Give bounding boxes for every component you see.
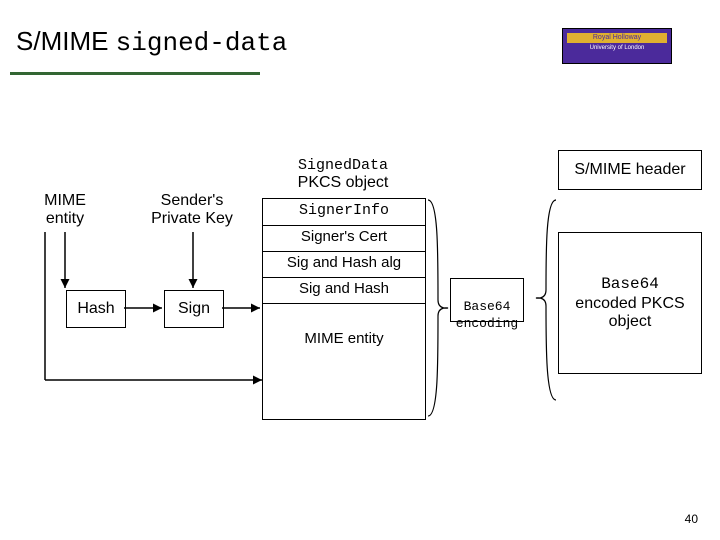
- base64-line1: Base64 encoding: [456, 299, 518, 331]
- sender-key-label: Sender's Private Key: [137, 192, 247, 229]
- slide-title: S/MIME signed-data: [16, 26, 287, 58]
- institution-logo: Royal Holloway University of London: [562, 28, 672, 64]
- page-number: 40: [685, 512, 698, 526]
- title-mono: signed-data: [116, 28, 288, 58]
- pkcs-row-sig: Sig and Hash: [263, 277, 425, 298]
- pkcs-heading: SignedData PKCS object: [262, 156, 424, 193]
- base64-box: Base64 encoding: [450, 278, 524, 322]
- pkcs-heading-1: SignedData: [298, 157, 388, 174]
- logo-text-top: Royal Holloway: [567, 33, 667, 43]
- pkcs-sep: [263, 303, 425, 304]
- pkcs-heading-2: PKCS object: [298, 174, 389, 191]
- pkcs-row-signerinfo: SignerInfo: [263, 199, 425, 220]
- title-prefix: S/MIME: [16, 26, 116, 56]
- pkcs-row-alg: Sig and Hash alg: [263, 251, 425, 272]
- smime-header-box: S/MIME header: [558, 150, 702, 190]
- pkcs-stack: SignerInfo Signer's Cert Sig and Hash al…: [262, 198, 426, 420]
- title-underline: [10, 72, 260, 75]
- slide-stage: S/MIME signed-data Royal Holloway Univer…: [0, 0, 720, 540]
- hash-label: Hash: [77, 300, 114, 317]
- sign-box: Sign: [164, 290, 224, 328]
- sign-label: Sign: [178, 300, 210, 317]
- smime-body-line2: encoded PKCS object: [559, 295, 701, 331]
- smime-body-box: Base64 encoded PKCS object: [558, 232, 702, 374]
- pkcs-row-mime: MIME entity: [263, 327, 425, 348]
- smime-header-text: S/MIME header: [574, 161, 685, 178]
- smime-body-line1: Base64: [559, 275, 701, 293]
- pkcs-row-cert: Signer's Cert: [263, 225, 425, 246]
- mime-entity-label: MIME entity: [30, 192, 100, 229]
- hash-box: Hash: [66, 290, 126, 328]
- logo-text-bottom: University of London: [567, 45, 667, 51]
